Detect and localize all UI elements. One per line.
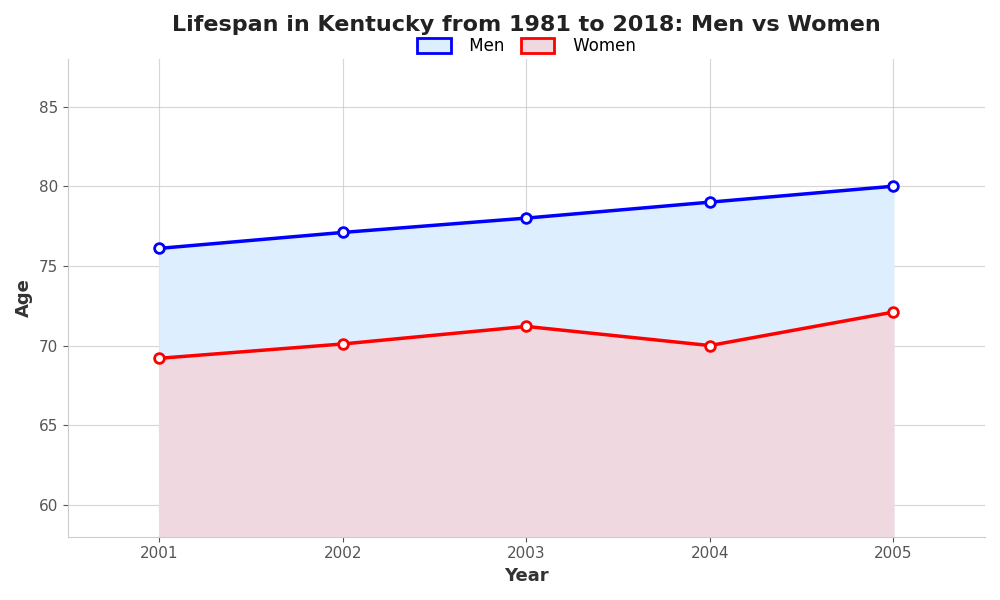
Y-axis label: Age: Age	[15, 278, 33, 317]
Title: Lifespan in Kentucky from 1981 to 2018: Men vs Women: Lifespan in Kentucky from 1981 to 2018: …	[172, 15, 881, 35]
Legend:  Men,  Women: Men, Women	[409, 29, 644, 64]
X-axis label: Year: Year	[504, 567, 549, 585]
